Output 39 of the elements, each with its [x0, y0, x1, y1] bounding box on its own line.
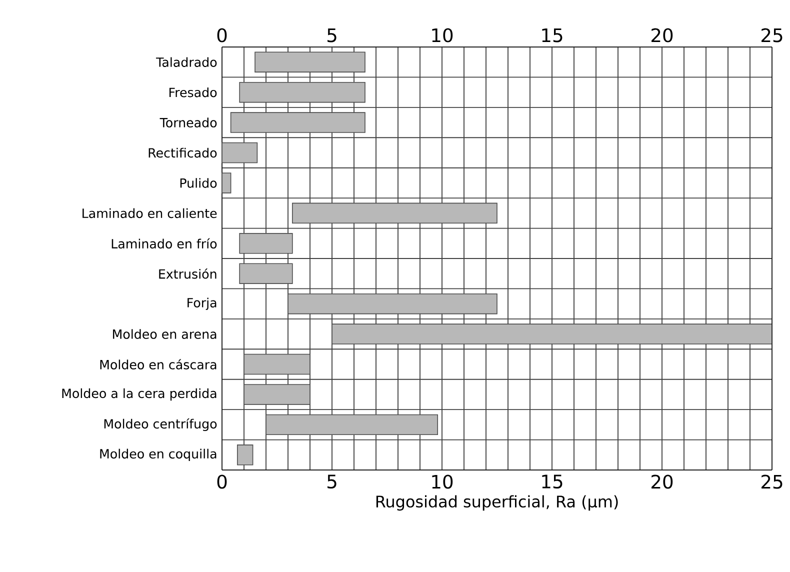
y-tick-label: Laminado en frío [112, 238, 217, 249]
x-tick-label: 20 [652, 28, 673, 42]
y-tick-label: Moldeo en coquilla [100, 448, 216, 462]
x2-tick-label: 15 [542, 474, 562, 489]
y-tick-label: Fresado [169, 87, 217, 98]
y-tick-label: Moldeo a la cera perdida [62, 388, 216, 401]
y-tick-label: Moldeo en cáscara [100, 359, 216, 370]
y-tick-label: Laminado en caliente [82, 208, 217, 218]
y-tick-label: Pulido [180, 178, 217, 188]
bar [222, 172, 232, 194]
bar [292, 202, 498, 224]
bar [237, 444, 254, 466]
x-tick-label: 10 [432, 28, 453, 42]
y-tick-label: Rectificado [148, 148, 217, 158]
x2-tick-label: 25 [762, 474, 782, 489]
y-tick-label: Torneado [160, 118, 217, 128]
bar [239, 233, 293, 254]
y-tick-label: Extrusión [159, 268, 216, 279]
y-tick-label: Forja [188, 298, 216, 310]
x-tick-label: 0 [217, 28, 227, 42]
bar [254, 52, 366, 72]
bar [239, 263, 293, 284]
x-tick-label: 15 [542, 28, 562, 42]
x2-tick-label: 0 [217, 474, 227, 489]
x-axis-title: Rugosidad superficial, Ra (µm) [376, 495, 618, 511]
y-tick-label: Moldeo centrífugo [104, 418, 217, 432]
x-tick-label: 5 [328, 28, 336, 42]
bar [288, 293, 498, 314]
x2-tick-label: 20 [652, 474, 673, 489]
bar [239, 82, 366, 103]
bar [230, 112, 366, 133]
x2-tick-label: 5 [328, 474, 336, 489]
y-tick-label: Moldeo en arena [113, 329, 216, 339]
bar [244, 354, 310, 375]
bar [244, 384, 310, 405]
x-tick-label: 25 [762, 28, 782, 42]
x2-tick-label: 10 [432, 474, 453, 489]
y-tick-label: Taladrado [156, 57, 217, 67]
bar [266, 414, 438, 436]
